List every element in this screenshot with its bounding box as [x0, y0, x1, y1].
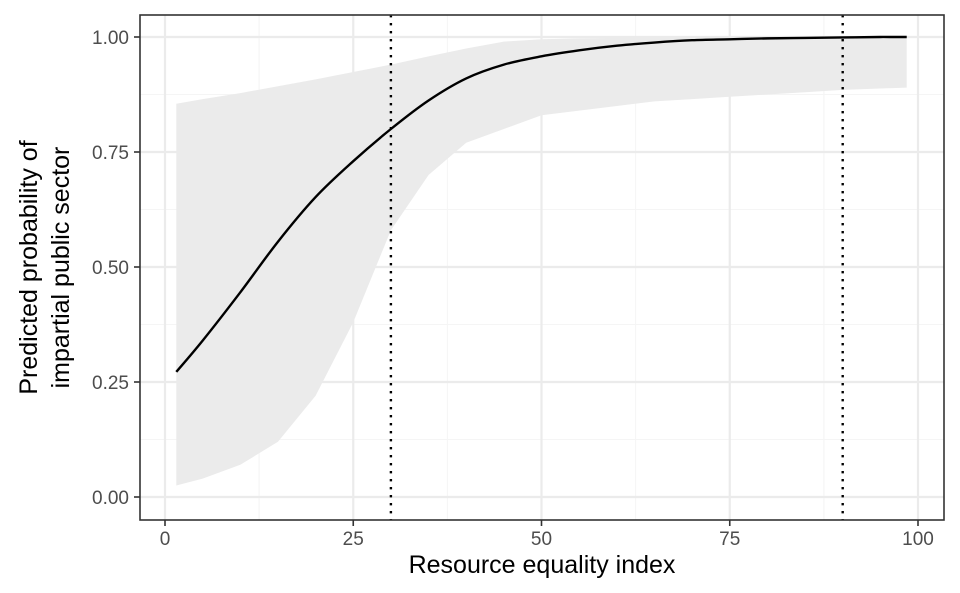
y-tick-label: 0.25	[92, 373, 129, 394]
x-tick-label: 25	[343, 529, 364, 550]
x-tick-label: 50	[531, 529, 552, 550]
y-axis: 0.00 0.25 0.50 0.75 1.00	[92, 28, 140, 509]
confidence-ribbon	[176, 37, 907, 486]
x-tick-label: 100	[902, 529, 934, 550]
y-tick-label: 0.75	[92, 143, 129, 164]
y-axis-title-line-2: impartial public sector	[47, 147, 75, 389]
predicted-probability-line	[175, 35, 907, 373]
y-axis-title-line-1: Predicted probability of	[15, 140, 43, 394]
y-tick-label: 1.00	[92, 28, 129, 49]
x-axis-title: Resource equality index	[409, 551, 676, 579]
y-tick-label: 0.00	[92, 488, 129, 509]
x-axis: 0 25 50 75 100	[160, 520, 934, 550]
x-tick-label: 75	[719, 529, 740, 550]
x-tick-label: 0	[160, 529, 171, 550]
y-tick-label: 0.50	[92, 258, 129, 279]
